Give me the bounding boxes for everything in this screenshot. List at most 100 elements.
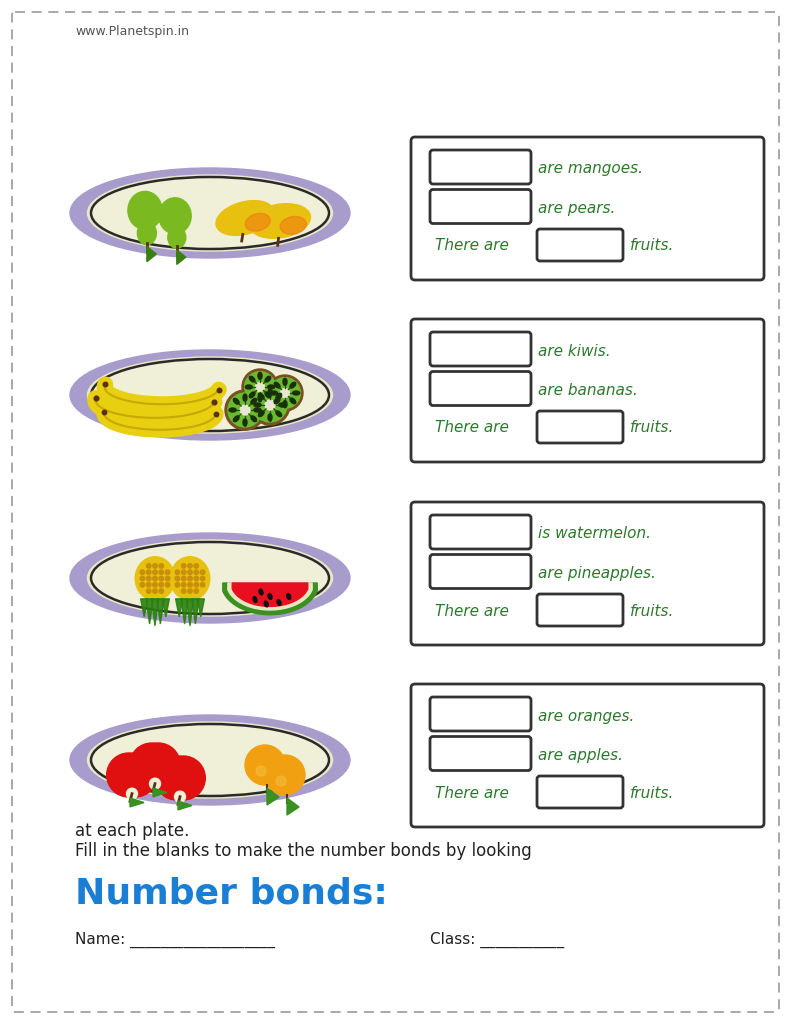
Ellipse shape: [276, 393, 282, 399]
Ellipse shape: [271, 391, 278, 395]
Circle shape: [242, 369, 278, 406]
Circle shape: [146, 570, 151, 574]
Ellipse shape: [243, 419, 247, 426]
Ellipse shape: [268, 594, 272, 599]
Circle shape: [270, 378, 301, 409]
Ellipse shape: [91, 359, 329, 431]
Circle shape: [159, 577, 164, 581]
FancyBboxPatch shape: [537, 229, 623, 261]
Circle shape: [181, 583, 186, 587]
Ellipse shape: [233, 398, 239, 404]
Text: fruits.: fruits.: [630, 421, 675, 435]
Polygon shape: [197, 599, 204, 616]
Circle shape: [256, 766, 266, 776]
Ellipse shape: [283, 378, 287, 385]
Circle shape: [165, 583, 170, 587]
Ellipse shape: [259, 393, 264, 399]
FancyBboxPatch shape: [430, 736, 531, 770]
Ellipse shape: [249, 376, 255, 382]
FancyBboxPatch shape: [430, 150, 531, 184]
Circle shape: [175, 583, 180, 587]
FancyBboxPatch shape: [411, 502, 764, 645]
Ellipse shape: [88, 722, 332, 798]
Circle shape: [153, 589, 157, 593]
Ellipse shape: [274, 382, 280, 388]
FancyBboxPatch shape: [430, 697, 531, 731]
Text: are pears.: are pears.: [538, 201, 615, 216]
Polygon shape: [177, 250, 186, 264]
Text: Name: ___________________: Name: ___________________: [75, 932, 275, 948]
Text: Number bonds:: Number bonds:: [75, 876, 388, 910]
Ellipse shape: [259, 589, 263, 595]
Circle shape: [200, 583, 205, 587]
Circle shape: [250, 385, 290, 425]
Ellipse shape: [159, 198, 191, 233]
Circle shape: [161, 756, 206, 800]
FancyBboxPatch shape: [411, 684, 764, 827]
Ellipse shape: [258, 394, 262, 401]
Ellipse shape: [245, 213, 271, 231]
Polygon shape: [287, 798, 299, 815]
Polygon shape: [147, 247, 157, 262]
Polygon shape: [181, 599, 188, 624]
Circle shape: [146, 577, 151, 581]
Ellipse shape: [88, 357, 332, 433]
Ellipse shape: [243, 394, 247, 401]
Circle shape: [159, 583, 164, 587]
Ellipse shape: [290, 398, 296, 403]
Ellipse shape: [277, 600, 281, 605]
Circle shape: [187, 589, 192, 593]
Circle shape: [155, 756, 199, 800]
Circle shape: [187, 583, 192, 587]
Polygon shape: [223, 583, 317, 614]
FancyBboxPatch shape: [12, 12, 779, 1012]
Text: are apples.: are apples.: [538, 748, 623, 763]
Ellipse shape: [88, 175, 332, 251]
Circle shape: [281, 388, 290, 397]
Polygon shape: [141, 599, 148, 616]
Ellipse shape: [276, 411, 282, 417]
Ellipse shape: [259, 411, 264, 417]
Ellipse shape: [293, 391, 300, 395]
Ellipse shape: [135, 557, 175, 600]
Ellipse shape: [88, 540, 332, 616]
Polygon shape: [157, 599, 164, 624]
Circle shape: [187, 577, 192, 581]
FancyBboxPatch shape: [430, 555, 531, 589]
Text: are bananas.: are bananas.: [538, 383, 638, 398]
Circle shape: [175, 792, 186, 802]
Ellipse shape: [265, 376, 271, 382]
Circle shape: [159, 563, 164, 568]
Text: There are: There are: [435, 421, 509, 435]
Circle shape: [153, 583, 157, 587]
Circle shape: [153, 563, 157, 568]
Ellipse shape: [70, 715, 350, 805]
Circle shape: [187, 570, 192, 574]
Polygon shape: [187, 599, 194, 626]
Polygon shape: [267, 788, 279, 805]
Circle shape: [146, 563, 151, 568]
Ellipse shape: [251, 398, 256, 404]
FancyBboxPatch shape: [430, 332, 531, 366]
Ellipse shape: [279, 403, 286, 407]
Text: There are: There are: [435, 785, 509, 801]
Ellipse shape: [249, 392, 255, 397]
Polygon shape: [162, 599, 169, 616]
Circle shape: [146, 589, 151, 593]
Circle shape: [265, 400, 275, 410]
Text: www.Planetspin.in: www.Planetspin.in: [75, 26, 189, 39]
Circle shape: [225, 390, 265, 430]
Polygon shape: [146, 599, 153, 624]
Circle shape: [187, 563, 192, 568]
Circle shape: [130, 743, 174, 787]
Ellipse shape: [233, 416, 239, 422]
Ellipse shape: [290, 382, 296, 388]
Ellipse shape: [245, 385, 252, 389]
Text: fruits.: fruits.: [630, 785, 675, 801]
FancyBboxPatch shape: [411, 319, 764, 462]
Text: There are: There are: [435, 603, 509, 618]
Text: There are: There are: [435, 239, 509, 254]
Circle shape: [153, 570, 157, 574]
Ellipse shape: [91, 542, 329, 614]
Ellipse shape: [168, 226, 186, 248]
